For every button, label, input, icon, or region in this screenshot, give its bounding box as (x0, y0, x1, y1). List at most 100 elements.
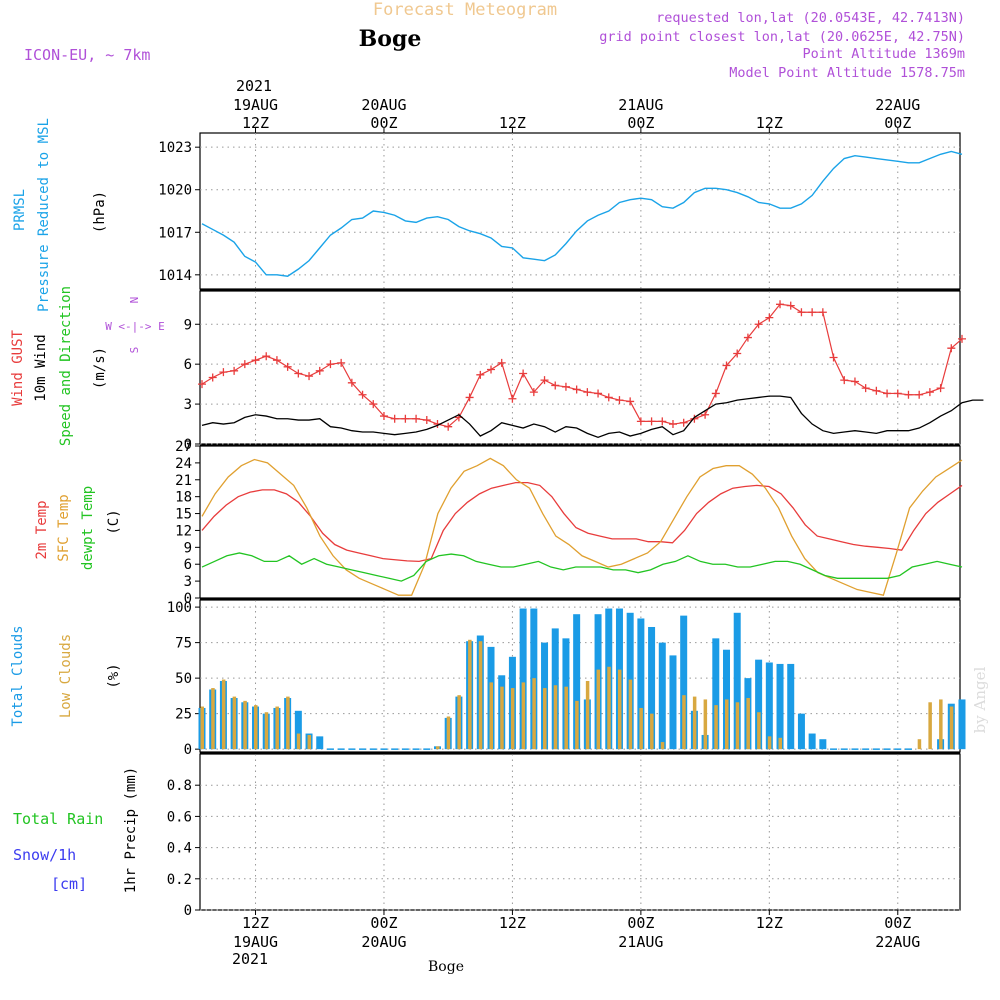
low-cloud-bar (596, 669, 601, 750)
total-cloud-bar (733, 612, 741, 750)
pressure-panel-frame (199, 132, 961, 290)
gust-marker (347, 378, 356, 387)
gust-marker (540, 376, 549, 385)
gust-marker (497, 358, 506, 367)
wind-label-c: Speed and Direction (58, 286, 74, 446)
low-cloud-bar (735, 702, 740, 750)
low-cloud-bar (468, 639, 472, 750)
top-title: Forecast Meteogram (373, 0, 557, 20)
precip-ytick-label: 0.2 (167, 872, 192, 888)
low-cloud-bar (703, 699, 708, 750)
gust-marker (326, 360, 335, 369)
temp-ytick-label: 18 (175, 490, 192, 506)
gust-marker (262, 352, 271, 361)
gust-marker (818, 308, 827, 317)
sfc-temp-line (201, 457, 963, 596)
gust-marker (305, 372, 314, 381)
total-cloud-bar (797, 713, 805, 750)
wind-ytick-label: 0 (184, 437, 192, 453)
gust-marker (904, 390, 913, 399)
gust-marker (315, 366, 324, 375)
temp-ytick-label: 6 (184, 557, 192, 573)
precip-label-rain: Total Rain (13, 810, 103, 828)
clouds-ytick-label: 0 (184, 742, 192, 758)
pressure-ytick-label: 1020 (158, 183, 192, 199)
total-cloud-bar (765, 662, 773, 750)
temp-ytick-label: 27 (175, 439, 192, 455)
total-cloud-bar (637, 618, 645, 750)
gust-marker (765, 313, 774, 322)
gust-marker (230, 366, 239, 375)
low-cloud-bar (553, 685, 558, 750)
clouds-ytick-label: 25 (175, 707, 192, 723)
clouds-label-b: Low Clouds (58, 634, 74, 718)
gust-marker (915, 390, 924, 399)
low-cloud-bar (446, 716, 451, 750)
total-cloud-bar (294, 710, 302, 750)
low-cloud-bar (725, 699, 729, 750)
total-cloud-bar (316, 736, 324, 750)
temp-unit: (C) (106, 509, 122, 534)
bottom-hour-label: 00Z (627, 914, 654, 932)
gust-marker (604, 393, 613, 402)
gust-line (201, 303, 963, 428)
bottom-location: Boge (428, 959, 464, 975)
clouds-ytick-label: 50 (175, 671, 192, 687)
low-cloud-bar (286, 696, 290, 750)
precip-panel-frame (199, 753, 961, 911)
low-cloud-bar (660, 742, 665, 750)
gust-marker (776, 300, 785, 309)
gust-marker (872, 386, 881, 395)
wind-label-a: Wind GUST (10, 330, 26, 406)
wind-ytick-label: 9 (184, 317, 192, 333)
wind-ytick-label: 3 (184, 397, 192, 413)
info-line-2: grid point closest lon,lat (20.0625E, 42… (599, 29, 965, 45)
wind-ytick-label: 6 (184, 357, 192, 373)
bottom-hour-label: 00Z (884, 914, 911, 932)
pressure-label-a: PRMSL (12, 189, 28, 231)
info-line-3: Point Altitude 1369m (802, 46, 965, 62)
low-cloud-bar (682, 695, 686, 750)
gust-marker (465, 393, 474, 402)
low-cloud-bar (264, 712, 269, 750)
info-line-1: requested lon,lat (20.0543E, 42.7413N) (656, 10, 965, 26)
clouds-ytick-label: 75 (175, 636, 192, 652)
low-cloud-bar (489, 682, 494, 750)
gust-marker (208, 373, 217, 382)
bottom-date-label: 22AUG (875, 933, 920, 951)
low-cloud-bar (767, 736, 772, 750)
low-cloud-bar (254, 705, 258, 750)
gust-marker (679, 418, 688, 427)
bottom-date-label: 21AUG (618, 933, 663, 951)
bottom-hour-label: 12Z (756, 914, 783, 932)
temp-label-a: 2m Temp (34, 500, 50, 559)
precip-label-cm: [cm] (51, 875, 87, 893)
wind-label-b: 10m Wind (33, 334, 49, 401)
gust-marker (883, 389, 892, 398)
temp-label-c: dewpt Temp (80, 486, 96, 570)
total-cloud-bar (808, 733, 816, 750)
low-cloud-bar (307, 734, 312, 750)
gust-marker (594, 389, 603, 398)
low-cloud-bar (757, 712, 761, 750)
low-cloud-bar (564, 686, 568, 750)
top-hour-label: 12Z (242, 114, 269, 132)
top-hour-label: 00Z (884, 114, 911, 132)
total-cloud-bar (776, 663, 784, 750)
low-cloud-bar (500, 686, 504, 750)
gust-marker (251, 356, 260, 365)
gust-marker (722, 361, 731, 370)
low-cloud-bar (232, 696, 237, 750)
gust-marker (198, 380, 206, 389)
clouds-ytick-label: 100 (167, 600, 192, 616)
low-cloud-bar (928, 702, 932, 750)
temp-ytick-label: 9 (184, 540, 192, 556)
top-date-label: 21AUG (618, 96, 663, 114)
low-cloud-bar (275, 706, 279, 750)
gust-marker (840, 376, 849, 385)
low-cloud-bar (510, 688, 515, 750)
temp-ytick-label: 12 (175, 523, 192, 539)
low-cloud-bar (746, 698, 750, 750)
gust-marker (519, 369, 528, 378)
gust-marker (711, 389, 720, 398)
